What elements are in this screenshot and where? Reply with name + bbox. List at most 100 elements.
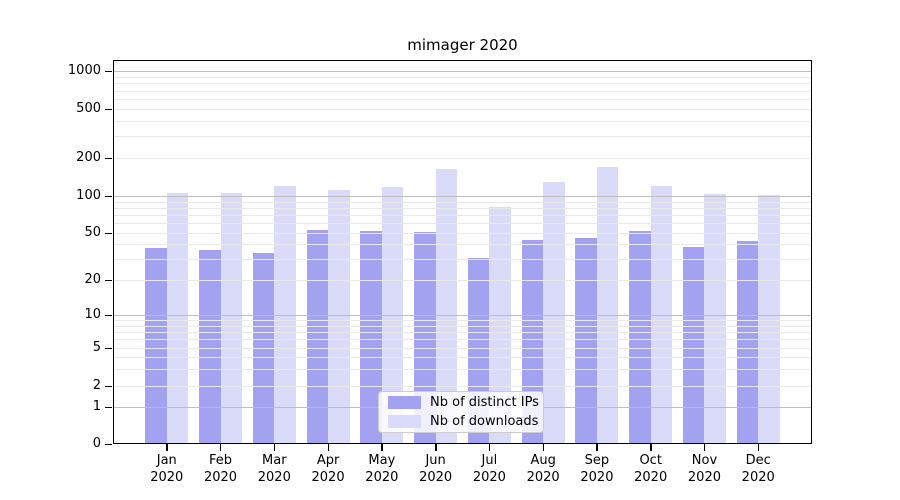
y-tick-label: 20 [84, 272, 101, 287]
gridline-minor [114, 136, 811, 138]
chart-title: mimager 2020 [407, 36, 518, 54]
y-tick-mark [105, 70, 112, 72]
legend-label-downloads: Nb of downloads [430, 413, 539, 429]
x-tick-mark [273, 444, 276, 451]
gridline-minor [114, 120, 811, 122]
x-tick-mark [703, 444, 706, 451]
x-tick-label-nov: Nov 2020 [687, 453, 721, 485]
y-tick-label: 10 [84, 307, 101, 322]
x-tick-label-mar: Mar 2020 [257, 453, 291, 485]
bar-downloads-aug [543, 182, 565, 444]
x-tick-label-dec: Dec 2020 [741, 453, 775, 485]
gridline-minor [114, 158, 811, 159]
bar-distinct-ips-sep [575, 238, 597, 444]
y-tick-label: 500 [76, 101, 101, 116]
x-tick-mark [327, 444, 329, 451]
y-tick-mark [105, 279, 112, 281]
bar-downloads-mar [274, 186, 296, 444]
gridline-minor [114, 223, 811, 225]
y-tick-label: 50 [84, 225, 101, 240]
y-tick-label: 100 [76, 188, 101, 203]
legend-entry-downloads: Nb of downloads [379, 414, 543, 430]
y-tick-label: 1 [92, 399, 101, 414]
gridline-minor [114, 280, 811, 281]
y-tick-mark [105, 385, 112, 387]
x-tick-label-apr: Apr 2020 [311, 453, 345, 485]
gridline-minor [114, 83, 811, 85]
x-tick-mark [220, 444, 222, 451]
gridline-minor [114, 201, 811, 203]
x-tick-label-sep: Sep 2020 [580, 453, 614, 485]
gridline-major [114, 315, 811, 316]
x-tick-label-aug: Aug 2020 [526, 453, 560, 485]
gridline-minor [114, 90, 811, 92]
y-tick-mark [105, 232, 112, 234]
bar-distinct-ips-oct [629, 230, 651, 444]
bar-distinct-ips-apr [306, 229, 329, 444]
bar-downloads-dec [758, 195, 780, 444]
legend: Nb of distinct IPs Nb of downloads [378, 391, 544, 433]
gridline-minor [114, 99, 811, 100]
y-tick-label: 1000 [67, 63, 101, 78]
x-tick-label-jun: Jun 2020 [419, 453, 453, 485]
bar-downloads-jan [166, 192, 189, 444]
gridline-minor [114, 259, 811, 261]
gridline-minor [114, 386, 811, 387]
x-tick-label-oct: Oct 2020 [634, 453, 668, 485]
x-tick-mark [596, 444, 598, 451]
gridline-minor [114, 325, 811, 327]
y-tick-label: 200 [76, 150, 101, 165]
y-tick-label: 2 [92, 378, 101, 393]
x-tick-label-feb: Feb 2020 [203, 453, 238, 485]
y-tick-mark [105, 314, 112, 316]
bar-downloads-sep [596, 166, 619, 444]
x-tick-mark [650, 444, 652, 451]
y-tick-mark [105, 157, 112, 159]
bar-distinct-ips-jun [414, 231, 436, 444]
x-tick-mark [488, 444, 491, 451]
legend-label-distinct-ips: Nb of distinct IPs [430, 394, 539, 410]
gridline-minor [114, 339, 811, 341]
bar-downloads-apr [328, 189, 350, 444]
y-tick-label: 5 [92, 340, 101, 355]
y-tick-mark [105, 347, 112, 349]
bar-distinct-ips-jan [145, 248, 167, 444]
gridline-minor [114, 215, 811, 217]
y-tick-mark [105, 195, 112, 197]
gridline-major [114, 196, 811, 197]
legend-swatch-distinct-ips [388, 396, 421, 409]
x-tick-mark [435, 444, 437, 451]
x-tick-label-jan: Jan 2020 [150, 453, 184, 485]
x-tick-mark [166, 444, 168, 451]
gridline-minor [114, 207, 811, 209]
x-tick-label-may: May 2020 [365, 453, 399, 485]
gridline-minor [114, 76, 811, 78]
x-tick-mark [757, 444, 760, 451]
legend-entry-distinct-ips: Nb of distinct IPs [379, 395, 543, 411]
gridline-minor [114, 320, 811, 322]
gridline-minor [114, 357, 811, 359]
gridline-minor [114, 369, 811, 371]
bar-distinct-ips-dec [736, 240, 759, 444]
bar-distinct-ips-feb [199, 249, 221, 444]
gridline-minor [114, 109, 811, 110]
x-tick-label-jul: Jul 2020 [472, 453, 506, 485]
gridline-minor [114, 233, 811, 234]
y-tick-mark [105, 443, 112, 445]
x-tick-mark [381, 444, 383, 451]
legend-swatch-downloads [388, 415, 421, 428]
bar-downloads-feb [220, 193, 243, 444]
gridline-minor [114, 348, 811, 349]
x-tick-mark [542, 444, 545, 451]
y-tick-mark [105, 406, 112, 408]
y-tick-mark [105, 108, 112, 110]
bar-distinct-ips-may [360, 230, 382, 444]
y-tick-label: 0 [92, 436, 101, 451]
gridline-minor [114, 244, 811, 246]
gridline-major [114, 71, 811, 72]
bar-downloads-oct [650, 186, 673, 444]
bar-downloads-nov [704, 194, 726, 444]
bar-distinct-ips-nov [682, 247, 705, 444]
bar-downloads-jun [435, 168, 458, 444]
